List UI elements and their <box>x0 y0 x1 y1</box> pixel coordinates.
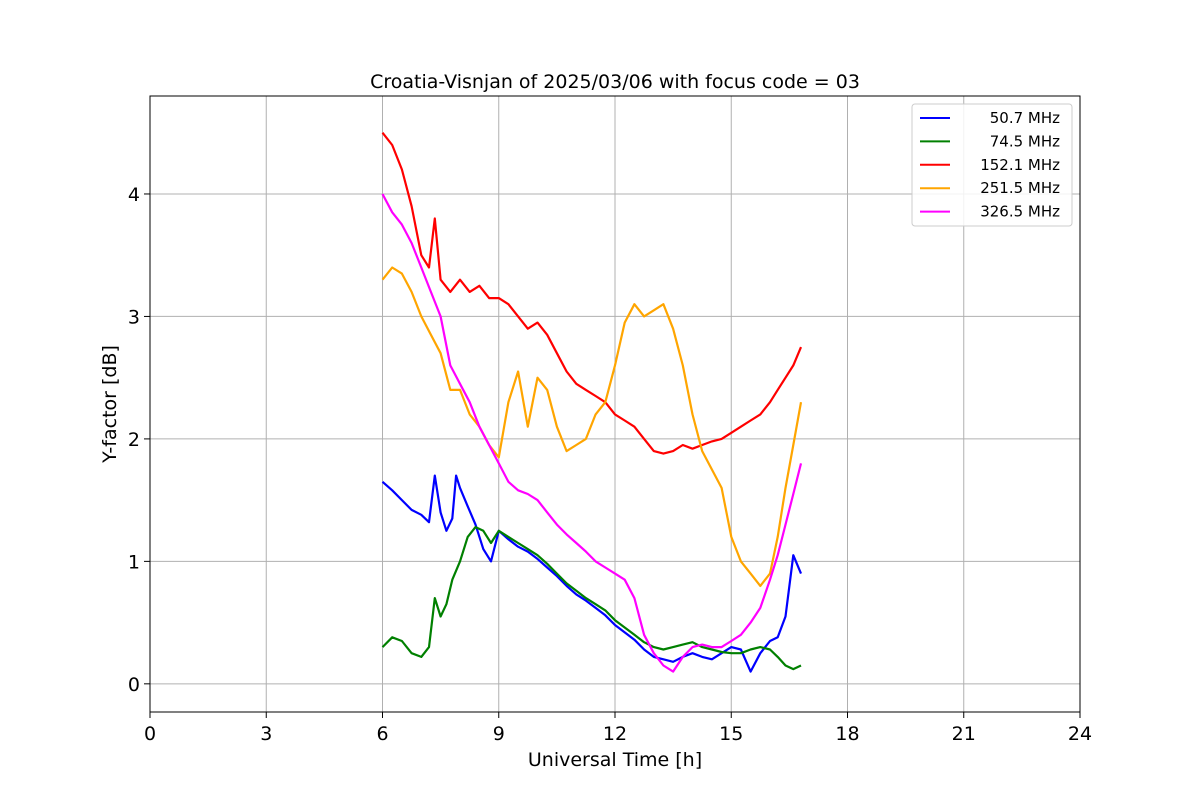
x-tick-label: 6 <box>376 723 388 745</box>
x-tick-label: 15 <box>719 723 743 745</box>
chart-title: Croatia-Visnjan of 2025/03/06 with focus… <box>370 71 860 93</box>
y-tick-label: 0 <box>128 674 140 696</box>
y-axis-label: Y-factor [dB] <box>99 345 121 464</box>
series-line-50-7-mhz <box>381 474 803 673</box>
legend-label: 74.5 MHz <box>990 132 1060 150</box>
y-tick-label: 1 <box>128 551 140 573</box>
x-tick-label: 12 <box>603 723 627 745</box>
legend: 50.7 MHz 74.5 MHz 152.1 MHz 251.5 MHz 326.5 … <box>911 103 1073 227</box>
series-line-326-5-mhz <box>381 193 803 673</box>
legend-box <box>911 103 1073 227</box>
legend-label: 50.7 MHz <box>990 109 1060 127</box>
series-lines <box>381 132 803 673</box>
y-tick-label: 2 <box>128 429 140 451</box>
x-axis-label: Universal Time [h] <box>528 749 702 771</box>
x-tick-label: 0 <box>144 723 156 745</box>
x-tick-label: 18 <box>835 723 859 745</box>
y-tick-label: 3 <box>128 306 140 328</box>
series-line-152-1-mhz <box>381 132 803 455</box>
x-tick-label: 24 <box>1068 723 1092 745</box>
y-tick-label: 4 <box>128 184 140 206</box>
legend-label: 251.5 MHz <box>980 179 1060 197</box>
series-line-251-5-mhz <box>381 266 803 588</box>
x-tick-label: 21 <box>952 723 976 745</box>
x-tick-label: 3 <box>260 723 272 745</box>
legend-label: 326.5 MHz <box>980 203 1060 221</box>
x-tick-label: 9 <box>493 723 505 745</box>
legend-label: 152.1 MHz <box>980 156 1060 174</box>
series-line-74-5-mhz <box>381 525 802 671</box>
